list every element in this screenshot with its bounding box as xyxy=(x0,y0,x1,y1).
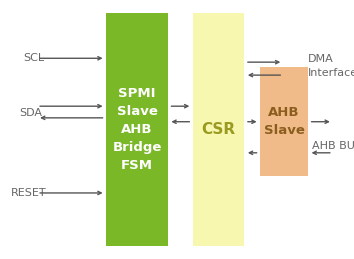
Text: RESET: RESET xyxy=(11,188,47,198)
Text: SDA: SDA xyxy=(19,108,42,118)
Text: SCL: SCL xyxy=(23,53,44,63)
Text: SPMI
Slave
AHB
Bridge
FSM: SPMI Slave AHB Bridge FSM xyxy=(113,87,162,172)
Bar xyxy=(106,13,168,246)
Bar xyxy=(260,67,308,176)
Text: CSR: CSR xyxy=(201,122,236,137)
Text: AHB
Slave: AHB Slave xyxy=(264,106,304,137)
Bar xyxy=(193,13,244,246)
Text: AHB BUS: AHB BUS xyxy=(312,141,354,151)
Text: DMA
Interface: DMA Interface xyxy=(308,54,354,78)
